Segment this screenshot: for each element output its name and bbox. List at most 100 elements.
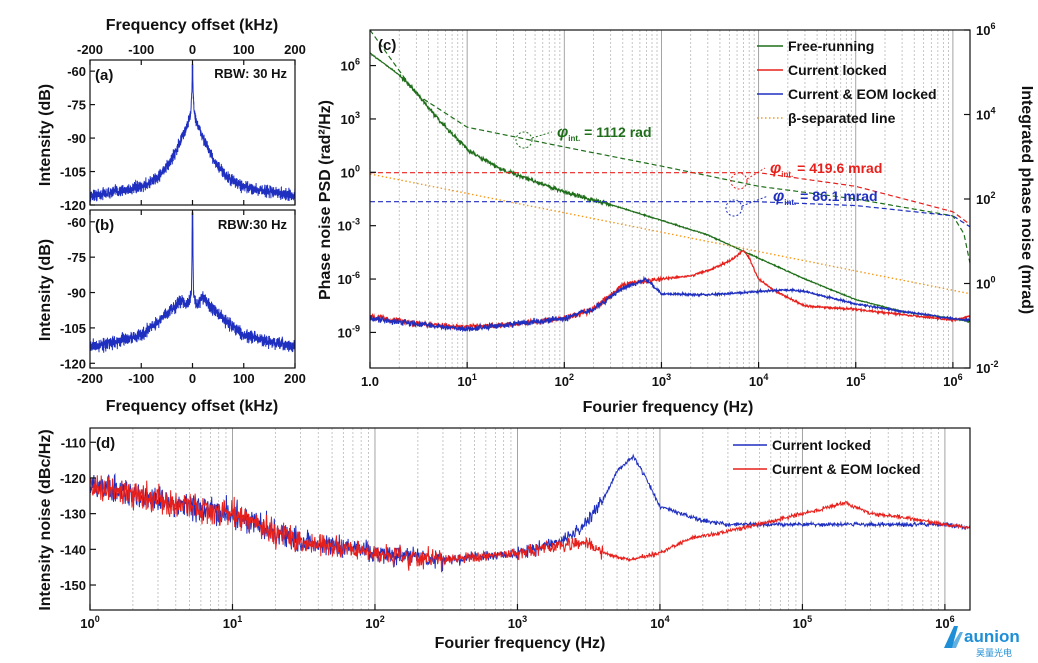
panel-c-legend: Free-running Current locked Current & EOM … — [757, 38, 937, 126]
panel-d-xtick-label: 101 — [223, 614, 242, 631]
panel-d-legend-label: Current & EOM locked — [772, 461, 921, 477]
panel-d-ytick-label: -140 — [60, 542, 86, 557]
panel-c-legend-label: Free-running — [788, 38, 874, 54]
panel-a-ytick-label: -90 — [67, 131, 86, 146]
panel-c-xtick-label: 104 — [749, 372, 768, 389]
aunion-logo: aunion 昊量光电 — [944, 626, 1020, 659]
panel-c: 1.0 101 102 103 104 105 106 10-9 10-6 10-3 100 103 1… — [317, 21, 1035, 416]
panel-c-free-running-integrated-line — [370, 30, 970, 264]
panel-b-ylabel: Intensity (dB) — [37, 239, 54, 341]
panel-c-beta-separated-line — [370, 173, 970, 295]
panel-a-spectrum-line — [90, 73, 295, 205]
panel-c-current-eom-locked-line — [370, 275, 970, 333]
panel-c-y2label: Integrated phase noise (mrad) — [1018, 86, 1035, 315]
panel-b-ytick-label: -105 — [60, 321, 86, 336]
panel-c-free-running-line — [370, 52, 970, 324]
panel-d-ytick-label: -110 — [61, 435, 86, 450]
panel-c-legend-label: Current & EOM locked — [788, 86, 937, 102]
panel-c-xtick-label: 1.0 — [361, 374, 379, 389]
panel-c-ytick-label: 10-6 — [338, 270, 360, 287]
panel-c-ytick-label: 103 — [341, 110, 360, 127]
panel-b-ytick-label: -60 — [67, 215, 86, 230]
panel-c-xtick-label: 103 — [652, 372, 671, 389]
panel-c-legend-label: Current locked — [788, 62, 887, 78]
panel-c-annotation-label: φint. = 86.1 mrad — [773, 188, 878, 207]
panel-c-annotation-arrow — [741, 195, 769, 207]
panel-d-legend: Current locked Current & EOM locked — [733, 437, 921, 477]
panel-c-current-locked-line — [370, 249, 970, 331]
panel-d-xtick-label: 104 — [650, 614, 669, 631]
panel-d: 100 101 102 103 104 105 106-110-120-130-140-15… — [37, 427, 971, 652]
panel-c-ytick-label: 10-3 — [338, 217, 360, 234]
panel-c-ytick-label: 100 — [341, 163, 360, 180]
panel-c-frame — [369, 29, 971, 369]
panel-d-ytick-label: -120 — [60, 471, 86, 486]
panel-b-xtick-label: -200 — [77, 371, 103, 386]
panel-c-xtick-label: 101 — [457, 372, 476, 389]
panel-d-current-eom-locked-line — [90, 475, 970, 573]
panel-a-xtick-label: 100 — [233, 42, 255, 57]
panel-c-annotation-arrow — [531, 131, 553, 139]
panel-c-ylabel: Phase noise PSD (rad²/Hz) — [317, 100, 334, 300]
panel-c-y2tick-label: 10-2 — [976, 359, 998, 376]
panel-a-ytick-label: -105 — [60, 165, 86, 180]
panel-c-annotation-label: φint. = 1112 rad — [557, 124, 652, 143]
panel-c-ytick-label: 10-9 — [338, 323, 360, 340]
panel-c-xtick-label: 106 — [943, 372, 962, 389]
panel-d-ytick-label: -130 — [60, 507, 86, 522]
panel-b-xtick-label: 100 — [233, 371, 255, 386]
panel-c-current-eom-locked-integrated-line — [370, 201, 970, 228]
panel-c-legend-label: β-separated line — [788, 110, 896, 126]
panel-c-tag: (c) — [378, 37, 396, 54]
panel-a-ytick-label: -60 — [67, 64, 86, 79]
panel-c-current-locked-integrated-line — [370, 172, 970, 225]
panel-b-ytick-label: -90 — [67, 286, 86, 301]
panel-c-y2tick-label: 106 — [976, 21, 995, 38]
panel-b-ytick-label: -120 — [60, 356, 86, 371]
panel-d-xtick-label: 100 — [80, 614, 99, 631]
panel-c-xtick-label: 105 — [846, 372, 865, 389]
panel-b-xlabel: Frequency offset (kHz) — [106, 398, 278, 415]
panel-d-xlabel: Fourier frequency (Hz) — [435, 635, 606, 652]
panel-c-xlabel: Fourier frequency (Hz) — [583, 399, 754, 416]
panel-a: -200 -100 0 100 200 -60 -75 -90 -105 -120 (a) RBW… — [37, 17, 306, 213]
panel-d-xtick-label: 103 — [508, 614, 527, 631]
panel-a-xtick-label: -200 — [77, 42, 103, 57]
panel-a-xtick-label: -100 — [128, 42, 154, 57]
panel-c-annotation-circle — [730, 172, 748, 190]
panel-a-xtick-label: 200 — [284, 42, 306, 57]
panel-c-y2tick-label: 102 — [976, 190, 995, 207]
panel-c-y2tick-label: 104 — [976, 106, 995, 123]
panel-d-xtick-label: 102 — [365, 614, 384, 631]
panel-b-xtick-label: -100 — [128, 371, 154, 386]
panel-a-tag: (a) — [95, 67, 113, 84]
panel-b-tag: (b) — [95, 217, 114, 234]
panel-b: -200 -100 0 100 200 -60 -75 -90 -105 -120 (b) RBW… — [37, 209, 306, 415]
panel-c-xtick-label: 102 — [555, 372, 574, 389]
panel-c-annotations: φint. = 1112 rad φint. = 419.6 mrad φint. … — [515, 124, 882, 217]
panel-c-annotation-label: φint. = 419.6 mrad — [770, 160, 882, 179]
panel-d-legend-label: Current locked — [772, 437, 871, 453]
panel-a-rbw: RBW: 30 Hz — [214, 66, 287, 81]
panel-d-ylabel: Intensity noise (dBc/Hz) — [37, 429, 54, 610]
panel-b-xtick-label: 0 — [189, 371, 196, 386]
panel-d-frame — [89, 427, 971, 611]
panel-d-tag: (d) — [96, 435, 115, 452]
panel-d-xtick-label: 105 — [793, 614, 812, 631]
panel-a-xtick-label: 0 — [189, 42, 196, 57]
panel-c-annotation-circle — [515, 131, 533, 149]
panel-d-ytick-label: -150 — [60, 578, 86, 593]
panel-c-annotation-circle — [725, 199, 743, 217]
panel-b-rbw: RBW:30 Hz — [218, 217, 288, 232]
panel-a-ylabel: Intensity (dB) — [37, 84, 54, 186]
aunion-logo-icon — [944, 626, 958, 648]
panel-c-y2tick-label: 100 — [976, 275, 995, 292]
panel-a-ytick-label: -120 — [60, 198, 86, 213]
panel-a-xlabel: Frequency offset (kHz) — [106, 17, 278, 34]
panel-c-ytick-label: 106 — [341, 57, 360, 74]
panel-a-ytick-label: -75 — [67, 98, 86, 113]
aunion-logo-name: aunion — [964, 627, 1020, 646]
aunion-logo-sub: 昊量光电 — [976, 647, 1012, 659]
panel-b-xtick-label: 200 — [284, 371, 306, 386]
